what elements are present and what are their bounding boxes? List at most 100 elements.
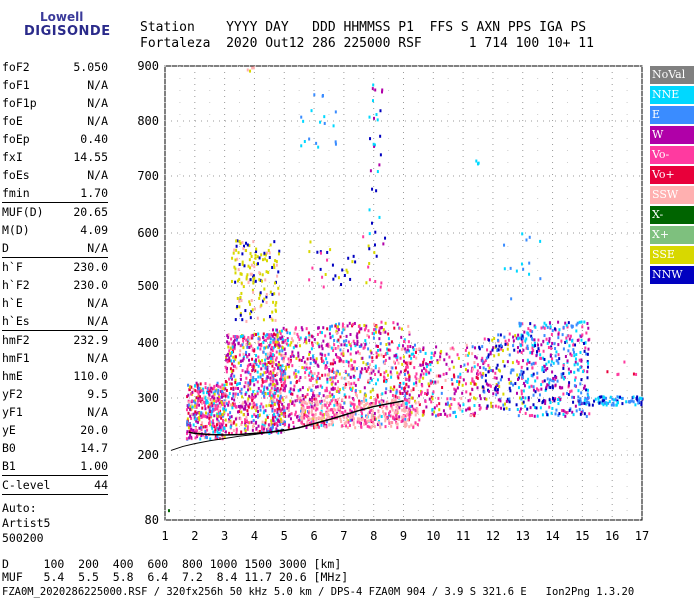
echo-point xyxy=(239,381,242,385)
echo-point xyxy=(404,417,407,421)
echo-point xyxy=(283,380,286,384)
param-label: C-level xyxy=(2,478,51,492)
echo-point xyxy=(231,362,234,366)
echo-point xyxy=(273,384,276,388)
echo-point xyxy=(367,335,370,339)
echo-point xyxy=(346,349,349,353)
echo-point xyxy=(200,411,203,415)
echo-point xyxy=(280,329,283,333)
echo-point xyxy=(240,391,243,395)
echo-point xyxy=(309,357,312,361)
echo-point xyxy=(420,369,423,373)
echo-point xyxy=(232,368,235,372)
param-value: 0.40 xyxy=(80,132,108,146)
x-tick-label: 4 xyxy=(251,529,258,543)
echo-point xyxy=(223,410,226,414)
echo-point xyxy=(495,376,498,380)
echo-point xyxy=(277,413,280,417)
echo-point xyxy=(383,379,386,383)
echo-point xyxy=(248,345,251,349)
echo-point xyxy=(331,334,334,338)
echo-point xyxy=(439,355,442,359)
echo-point xyxy=(263,338,266,342)
echo-point xyxy=(264,418,267,422)
echo-point xyxy=(394,366,397,370)
echo-point xyxy=(446,414,449,418)
echo-point xyxy=(241,343,244,347)
echo-point xyxy=(229,419,232,423)
echo-point xyxy=(304,410,307,414)
autoscale-line3: 500200 xyxy=(2,531,44,545)
echo-point xyxy=(366,367,369,371)
echo-point xyxy=(387,332,390,336)
echo-point xyxy=(351,418,354,422)
echo-point xyxy=(221,402,224,406)
echo-point xyxy=(266,365,269,369)
echo-point xyxy=(425,369,428,373)
echo-point xyxy=(204,382,207,386)
echo-point xyxy=(238,353,241,357)
echo-point xyxy=(187,393,190,397)
x-tick-label: 8 xyxy=(370,529,377,543)
echo-point xyxy=(221,412,224,416)
echo-point xyxy=(282,398,285,402)
echo-point xyxy=(271,383,274,387)
echo-point xyxy=(219,412,222,416)
echo-point xyxy=(430,395,433,399)
echo-point xyxy=(397,417,400,421)
echo-point xyxy=(481,345,484,349)
param-label: M(D) xyxy=(2,223,30,237)
echo-point xyxy=(459,372,462,376)
echo-point xyxy=(271,424,274,428)
echo-point xyxy=(281,346,284,350)
echo-point xyxy=(194,426,197,430)
echo-point xyxy=(201,401,204,405)
echo-point xyxy=(264,334,267,338)
echo-point xyxy=(277,431,280,435)
echo-point xyxy=(408,393,411,397)
echo-point xyxy=(308,333,311,337)
echo-point xyxy=(288,363,291,367)
echo-point xyxy=(333,338,336,342)
echo-point xyxy=(198,386,201,390)
echo-point xyxy=(313,397,316,401)
echo-point xyxy=(246,345,249,349)
echo-point xyxy=(452,365,455,369)
x-tick-label: 7 xyxy=(340,529,347,543)
echo-point xyxy=(229,411,232,415)
echo-point xyxy=(336,355,339,359)
echo-point xyxy=(441,386,444,390)
echo-point xyxy=(214,407,217,411)
echo-point xyxy=(215,400,218,404)
echo-point xyxy=(265,355,268,359)
echo-point xyxy=(270,390,273,394)
x-tick-label: 6 xyxy=(310,529,317,543)
echo-point xyxy=(404,394,407,398)
echo-point xyxy=(280,383,283,387)
echo-point xyxy=(230,337,233,341)
echo-point xyxy=(291,402,294,406)
echo-point xyxy=(281,357,284,361)
echo-point xyxy=(301,366,304,370)
echo-point xyxy=(262,387,265,391)
echo-point xyxy=(233,364,236,368)
echo-point xyxy=(415,383,418,387)
echo-point xyxy=(322,394,325,398)
echo-point xyxy=(378,337,381,341)
echo-point xyxy=(369,376,372,380)
echo-point xyxy=(199,437,202,441)
echo-point xyxy=(371,388,374,392)
echo-point xyxy=(442,409,445,413)
echo-point xyxy=(273,413,276,417)
echo-point xyxy=(459,364,462,368)
echo-point xyxy=(269,426,272,430)
echo-point xyxy=(246,339,249,343)
echo-point xyxy=(231,351,234,355)
echo-point xyxy=(445,352,448,356)
echo-point xyxy=(382,328,385,332)
echo-point xyxy=(221,423,224,427)
echo-point xyxy=(345,334,348,338)
echo-point xyxy=(398,372,401,376)
echo-point xyxy=(506,360,509,364)
echo-point xyxy=(351,324,354,328)
